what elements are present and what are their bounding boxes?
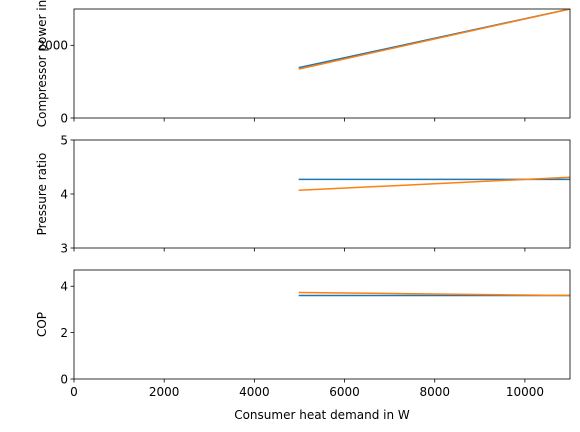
y-tick-label: 4	[60, 280, 68, 294]
subplot-3: 0 2000 4000 6000 8000 10000 0 2 4 COP Consumer hea…	[35, 269, 571, 422]
x-tick-label: 2000	[149, 385, 180, 399]
x-tick-label: 10000	[506, 385, 544, 399]
y-axis-label: Pressure ratio	[35, 153, 49, 236]
axes-frame	[73, 139, 571, 249]
y-tick-label: 0	[60, 111, 68, 125]
y-tick-label: 3	[60, 241, 68, 255]
subplot-2: 3 4 5 Pressure ratio	[35, 133, 571, 255]
y-tick-label: 2000	[37, 39, 68, 53]
x-axis-label: Consumer heat demand in W	[234, 408, 410, 422]
y-tick-label: 2	[60, 326, 68, 340]
y-axis-label: COP	[35, 312, 49, 337]
y-axis-label: Compressor power in	[35, 0, 49, 127]
x-tick-label: 6000	[329, 385, 360, 399]
x-tick-label: 8000	[419, 385, 450, 399]
axes-frame	[73, 8, 571, 119]
y-tick-label: 5	[60, 133, 68, 147]
y-tick-label: 0	[60, 372, 68, 386]
series-line-2	[298, 176, 570, 192]
series-line-2	[298, 291, 570, 297]
series-line-2	[298, 9, 570, 70]
axes-frame	[73, 269, 571, 380]
x-tick-label: 0	[70, 385, 78, 399]
x-tick-label: 4000	[239, 385, 270, 399]
y-tick-label: 4	[60, 187, 68, 201]
